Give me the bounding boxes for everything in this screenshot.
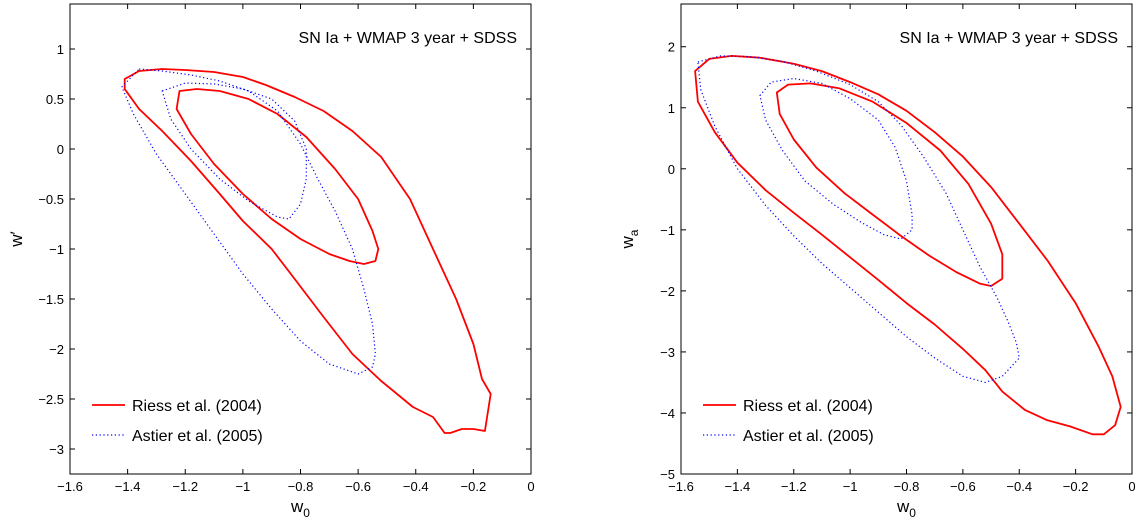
x-tick-label: −0.4: [1006, 479, 1032, 494]
legend: Riess et al. (2004) Astier et al. (2005): [703, 398, 874, 445]
y-axis-label-sub: a: [627, 229, 641, 236]
y-axis-label-main: w: [618, 235, 637, 249]
x-axis-label: w0: [290, 497, 310, 520]
y-axis-label: wa: [618, 229, 641, 249]
legend: Riess et al. (2004) Astier et al. (2005): [92, 398, 263, 445]
y-tick-label: −4: [660, 406, 675, 421]
y-tick-label: −5: [660, 467, 675, 482]
x-axis-label-sub: 0: [909, 506, 916, 520]
x-tick-label: −1.2: [781, 479, 807, 494]
x-tick-label: −1.6: [668, 479, 694, 494]
series-1-contour-1: [123, 68, 492, 434]
x-axis-label-sub: 0: [303, 506, 310, 520]
x-tick-label: 0: [1128, 479, 1135, 494]
x-tick-label: −1.2: [172, 479, 198, 494]
chart-title: SN Ia + WMAP 3 year + SDSS: [299, 30, 517, 47]
chart-panel-1: −1.6 −1.4 −1.2 −1 −0.8 −0.6 −0.4 −0.2 0 1 0.5 0 −0.5…: [7, 3, 535, 520]
y-tick-label: 1: [57, 42, 64, 57]
chart-title: SN Ia + WMAP 3 year + SDSS: [900, 30, 1118, 47]
legend-label-2: Astier et al. (2005): [132, 428, 263, 445]
x-axis-label-main: w: [290, 497, 304, 516]
series-2-contour-1: [697, 55, 1020, 383]
y-tick-label: −1: [49, 242, 64, 257]
series-2-contour-1: [121, 68, 376, 375]
y-axis-label: w′: [7, 231, 26, 247]
y-tick-label: 0: [668, 162, 675, 177]
x-tick-label: −0.6: [345, 479, 371, 494]
series-1-contour-1: [694, 55, 1122, 436]
y-tick-label: −1.5: [38, 292, 64, 307]
x-tick-label: −1.4: [115, 479, 141, 494]
series-2-contour-2: [161, 82, 307, 220]
legend-label-2: Astier et al. (2005): [743, 428, 874, 445]
x-tick-label: −0.8: [894, 479, 920, 494]
y-tick-label: −2: [49, 342, 64, 357]
y-tick-label: 0: [57, 142, 64, 157]
y-axis-label-main: w′: [7, 231, 26, 247]
y-tick-label: −3: [49, 442, 64, 457]
x-tick-label: −0.6: [950, 479, 976, 494]
x-axis-label-main: w: [896, 497, 910, 516]
y-tick-label: −0.5: [38, 192, 64, 207]
x-tick-label: −0.8: [288, 479, 314, 494]
y-tick-label: 1: [668, 101, 675, 116]
x-tick-label: 0: [527, 479, 534, 494]
y-tick-label: −2.5: [38, 392, 64, 407]
y-tick-label: 2: [668, 40, 675, 55]
legend-label-1: Riess et al. (2004): [132, 398, 262, 415]
legend-label-1: Riess et al. (2004): [743, 398, 873, 415]
x-axis-label: w0: [896, 497, 916, 520]
y-tick-label: −1: [660, 223, 675, 238]
x-tick-label: −0.2: [1063, 479, 1089, 494]
x-tick-label: −0.2: [461, 479, 487, 494]
x-tick-label: −0.4: [403, 479, 429, 494]
x-tick-label: −1: [235, 479, 250, 494]
chart-panel-2: −1.6 −1.4 −1.2 −1 −0.8 −0.6 −0.4 −0.2 0 2 1 0 −1 −2 −3…: [618, 3, 1136, 520]
x-tick-label: −1: [843, 479, 858, 494]
x-tick-label: −1.6: [57, 479, 83, 494]
y-tick-label: −3: [660, 345, 675, 360]
series-1-contour-2: [775, 82, 1004, 287]
series-2-contour-2: [759, 77, 913, 240]
series-1-contour-2: [175, 88, 380, 265]
y-tick-label: −2: [660, 284, 675, 299]
y-tick-label: 0.5: [46, 92, 64, 107]
x-tick-label: −1.4: [725, 479, 751, 494]
